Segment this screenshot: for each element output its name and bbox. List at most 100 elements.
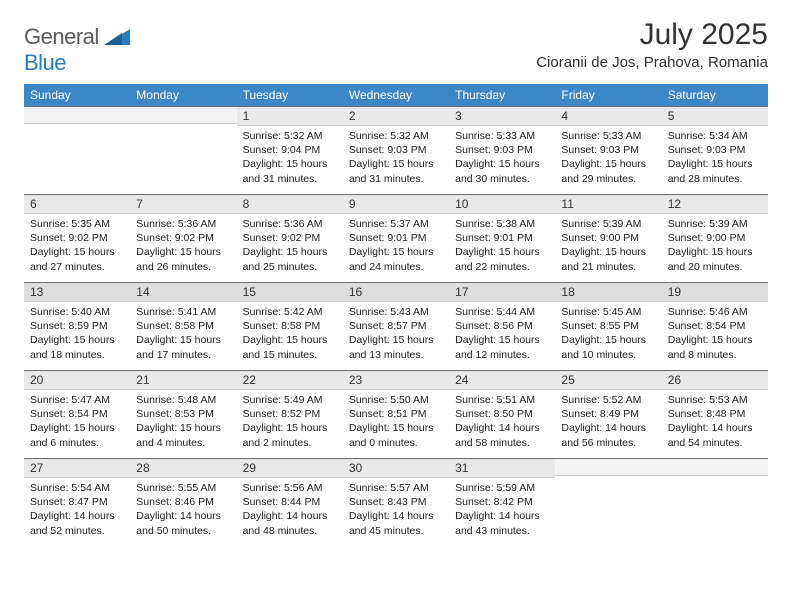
day-body: Sunrise: 5:59 AMSunset: 8:42 PMDaylight:… <box>449 478 555 542</box>
day-day1: Daylight: 15 hours <box>561 333 655 347</box>
day-number: 21 <box>130 370 236 390</box>
day-sunset: Sunset: 9:03 PM <box>561 143 655 157</box>
day-day2: and 29 minutes. <box>561 172 655 186</box>
day-cell: 27Sunrise: 5:54 AMSunset: 8:47 PMDayligh… <box>24 458 130 546</box>
day-sunrise: Sunrise: 5:53 AM <box>668 393 762 407</box>
day-cell: 6Sunrise: 5:35 AMSunset: 9:02 PMDaylight… <box>24 194 130 282</box>
day-body: Sunrise: 5:33 AMSunset: 9:03 PMDaylight:… <box>555 126 661 190</box>
day-number: 19 <box>662 282 768 302</box>
day-cell: 31Sunrise: 5:59 AMSunset: 8:42 PMDayligh… <box>449 458 555 546</box>
dayhead-thu: Thursday <box>449 84 555 106</box>
day-cell: 18Sunrise: 5:45 AMSunset: 8:55 PMDayligh… <box>555 282 661 370</box>
day-cell: 1Sunrise: 5:32 AMSunset: 9:04 PMDaylight… <box>237 106 343 194</box>
day-sunset: Sunset: 8:42 PM <box>455 495 549 509</box>
day-day2: and 54 minutes. <box>668 436 762 450</box>
day-day1: Daylight: 15 hours <box>243 421 337 435</box>
day-day2: and 22 minutes. <box>455 260 549 274</box>
day-sunset: Sunset: 8:58 PM <box>243 319 337 333</box>
day-body: Sunrise: 5:39 AMSunset: 9:00 PMDaylight:… <box>662 214 768 278</box>
day-day1: Daylight: 14 hours <box>243 509 337 523</box>
day-body: Sunrise: 5:35 AMSunset: 9:02 PMDaylight:… <box>24 214 130 278</box>
day-sunrise: Sunrise: 5:46 AM <box>668 305 762 319</box>
day-day1: Daylight: 15 hours <box>349 421 443 435</box>
day-body: Sunrise: 5:42 AMSunset: 8:58 PMDaylight:… <box>237 302 343 366</box>
day-day1: Daylight: 15 hours <box>561 157 655 171</box>
day-body: Sunrise: 5:32 AMSunset: 9:04 PMDaylight:… <box>237 126 343 190</box>
day-sunrise: Sunrise: 5:43 AM <box>349 305 443 319</box>
day-day1: Daylight: 15 hours <box>136 421 230 435</box>
day-day2: and 21 minutes. <box>561 260 655 274</box>
day-day2: and 10 minutes. <box>561 348 655 362</box>
day-number: 22 <box>237 370 343 390</box>
day-number: 1 <box>237 106 343 126</box>
day-sunrise: Sunrise: 5:47 AM <box>30 393 124 407</box>
day-number: 27 <box>24 458 130 478</box>
dayhead-mon: Monday <box>130 84 236 106</box>
day-cell: 9Sunrise: 5:37 AMSunset: 9:01 PMDaylight… <box>343 194 449 282</box>
day-sunrise: Sunrise: 5:57 AM <box>349 481 443 495</box>
day-number: 20 <box>24 370 130 390</box>
day-number: 24 <box>449 370 555 390</box>
day-sunset: Sunset: 8:53 PM <box>136 407 230 421</box>
logo: General Blue <box>24 18 130 76</box>
dayhead-sun: Sunday <box>24 84 130 106</box>
day-cell: 3Sunrise: 5:33 AMSunset: 9:03 PMDaylight… <box>449 106 555 194</box>
day-sunset: Sunset: 8:52 PM <box>243 407 337 421</box>
day-number: 4 <box>555 106 661 126</box>
week-row: 6Sunrise: 5:35 AMSunset: 9:02 PMDaylight… <box>24 194 768 282</box>
day-cell: 28Sunrise: 5:55 AMSunset: 8:46 PMDayligh… <box>130 458 236 546</box>
day-cell: 5Sunrise: 5:34 AMSunset: 9:03 PMDaylight… <box>662 106 768 194</box>
day-cell: 10Sunrise: 5:38 AMSunset: 9:01 PMDayligh… <box>449 194 555 282</box>
calendar-table: Sunday Monday Tuesday Wednesday Thursday… <box>24 84 768 546</box>
day-day2: and 31 minutes. <box>349 172 443 186</box>
day-number: 10 <box>449 194 555 214</box>
day-cell: 20Sunrise: 5:47 AMSunset: 8:54 PMDayligh… <box>24 370 130 458</box>
day-sunrise: Sunrise: 5:36 AM <box>243 217 337 231</box>
day-day2: and 0 minutes. <box>349 436 443 450</box>
day-day1: Daylight: 15 hours <box>243 245 337 259</box>
month-title: July 2025 <box>536 18 768 52</box>
week-row: 27Sunrise: 5:54 AMSunset: 8:47 PMDayligh… <box>24 458 768 546</box>
day-cell: 21Sunrise: 5:48 AMSunset: 8:53 PMDayligh… <box>130 370 236 458</box>
day-day1: Daylight: 15 hours <box>349 245 443 259</box>
header: General Blue July 2025 Cioranii de Jos, … <box>24 18 768 76</box>
day-day2: and 30 minutes. <box>455 172 549 186</box>
day-body: Sunrise: 5:45 AMSunset: 8:55 PMDaylight:… <box>555 302 661 366</box>
day-cell: 22Sunrise: 5:49 AMSunset: 8:52 PMDayligh… <box>237 370 343 458</box>
day-day2: and 12 minutes. <box>455 348 549 362</box>
day-cell: 13Sunrise: 5:40 AMSunset: 8:59 PMDayligh… <box>24 282 130 370</box>
day-sunset: Sunset: 8:47 PM <box>30 495 124 509</box>
day-sunset: Sunset: 8:51 PM <box>349 407 443 421</box>
day-cell: 12Sunrise: 5:39 AMSunset: 9:00 PMDayligh… <box>662 194 768 282</box>
dayhead-wed: Wednesday <box>343 84 449 106</box>
day-sunrise: Sunrise: 5:38 AM <box>455 217 549 231</box>
day-sunset: Sunset: 8:43 PM <box>349 495 443 509</box>
day-sunrise: Sunrise: 5:45 AM <box>561 305 655 319</box>
day-day1: Daylight: 15 hours <box>455 333 549 347</box>
day-sunset: Sunset: 9:01 PM <box>349 231 443 245</box>
day-sunrise: Sunrise: 5:33 AM <box>561 129 655 143</box>
day-day2: and 45 minutes. <box>349 524 443 538</box>
day-body: Sunrise: 5:41 AMSunset: 8:58 PMDaylight:… <box>130 302 236 366</box>
day-number: 12 <box>662 194 768 214</box>
day-number: 30 <box>343 458 449 478</box>
day-day2: and 26 minutes. <box>136 260 230 274</box>
day-body: Sunrise: 5:51 AMSunset: 8:50 PMDaylight:… <box>449 390 555 454</box>
day-sunrise: Sunrise: 5:42 AM <box>243 305 337 319</box>
day-cell: 19Sunrise: 5:46 AMSunset: 8:54 PMDayligh… <box>662 282 768 370</box>
day-day1: Daylight: 15 hours <box>30 245 124 259</box>
day-sunrise: Sunrise: 5:41 AM <box>136 305 230 319</box>
day-day2: and 18 minutes. <box>30 348 124 362</box>
day-body: Sunrise: 5:49 AMSunset: 8:52 PMDaylight:… <box>237 390 343 454</box>
day-number: 17 <box>449 282 555 302</box>
day-day1: Daylight: 15 hours <box>561 245 655 259</box>
day-cell <box>130 106 236 194</box>
day-body: Sunrise: 5:56 AMSunset: 8:44 PMDaylight:… <box>237 478 343 542</box>
day-day1: Daylight: 15 hours <box>668 245 762 259</box>
day-header-row: Sunday Monday Tuesday Wednesday Thursday… <box>24 84 768 106</box>
day-day2: and 28 minutes. <box>668 172 762 186</box>
day-day2: and 50 minutes. <box>136 524 230 538</box>
page: General Blue July 2025 Cioranii de Jos, … <box>0 0 792 546</box>
day-day2: and 4 minutes. <box>136 436 230 450</box>
day-body: Sunrise: 5:32 AMSunset: 9:03 PMDaylight:… <box>343 126 449 190</box>
